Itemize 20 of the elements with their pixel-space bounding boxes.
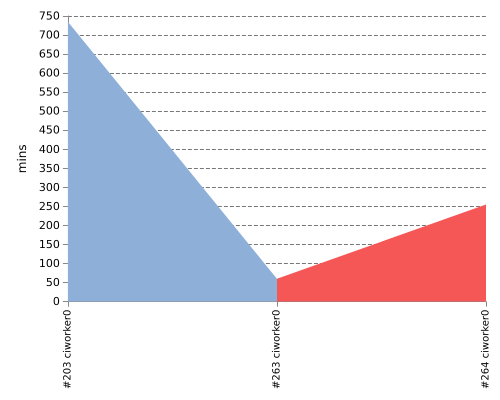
y-tick-label: 700 [38,28,60,42]
y-axis-title: mins [15,144,29,174]
y-tick-label: 450 [38,124,60,137]
y-tick-label: 100 [38,257,60,270]
y-tick-label: 650 [38,48,60,61]
y-tick-label: 50 [46,276,60,290]
x-tick-label: #264 ciworker0 [480,310,492,389]
y-tick-label: 150 [38,238,60,251]
y-tick-label: 600 [38,66,60,80]
y-tick-label: 550 [38,86,60,99]
y-tick-label: 250 [38,200,60,213]
y-tick-label: 400 [38,142,60,156]
y-tick-label: 0 [52,295,60,308]
y-tick-label: 300 [38,180,60,194]
y-tick-label: 350 [38,162,60,175]
y-tick-label: 200 [38,218,60,232]
x-tick-label: #263 ciworker0 [271,310,282,389]
y-tick-label: 750 [38,10,60,22]
y-tick-label: 500 [38,104,60,118]
x-tick-label: #203 ciworker0 [62,310,74,389]
